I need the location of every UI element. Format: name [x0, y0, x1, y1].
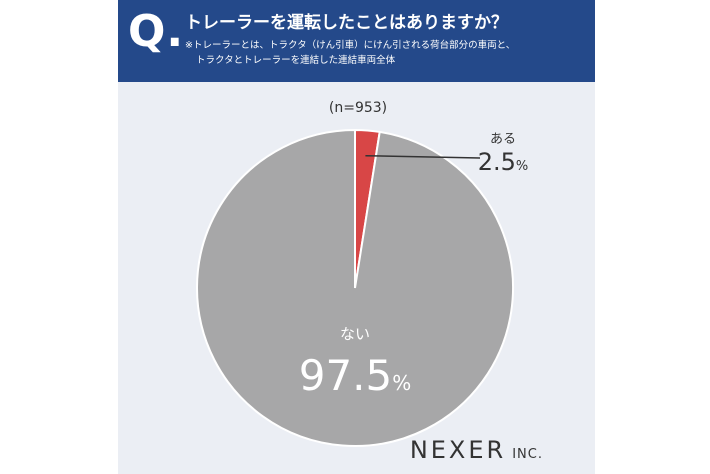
slice-yes-value: 2.5% [478, 148, 529, 176]
chart-card: Q. トレーラーを運転したことはありますか？ ※トレーラーとは、トラクタ（けん引… [118, 0, 595, 474]
question-title: トレーラーを運転したことはありますか？ [185, 13, 508, 33]
sample-size-label: (n=953) [329, 100, 387, 116]
question-note-line-2: トラクタとトレーラーを連結した連結車両全体 [196, 55, 396, 66]
brand-suffix: INC. [512, 447, 543, 462]
brand-logo: NEXER INC. [410, 436, 543, 464]
question-note: ※トレーラーとは、トラクタ（けん引車）にけん引される荷台部分の車両と、 トラクタ… [185, 38, 515, 68]
pie-slice-no [196, 128, 514, 447]
question-note-line-1: ※トレーラーとは、トラクタ（けん引車）にけん引される荷台部分の車両と、 [185, 40, 516, 51]
slice-yes-value-number: 2.5 [478, 148, 516, 176]
slice-no-value-unit: % [392, 371, 411, 395]
brand-name: NEXER [410, 436, 506, 464]
pie-slices [196, 128, 514, 447]
slice-no-label: ない [340, 325, 370, 343]
slice-yes-leader-line [365, 154, 481, 159]
pie-chart: (n=953) ある 2.5% ない 97.5% NEXER INC. [196, 100, 543, 464]
question-header: Q. トレーラーを運転したことはありますか？ ※トレーラーとは、トラクタ（けん引… [118, 0, 595, 82]
slice-no-value: 97.5% [299, 351, 412, 400]
slice-yes-label: ある [490, 132, 516, 147]
question-mark-label: Q. [128, 6, 185, 57]
slice-yes-value-unit: % [516, 159, 528, 174]
slice-no-value-number: 97.5 [299, 351, 393, 400]
